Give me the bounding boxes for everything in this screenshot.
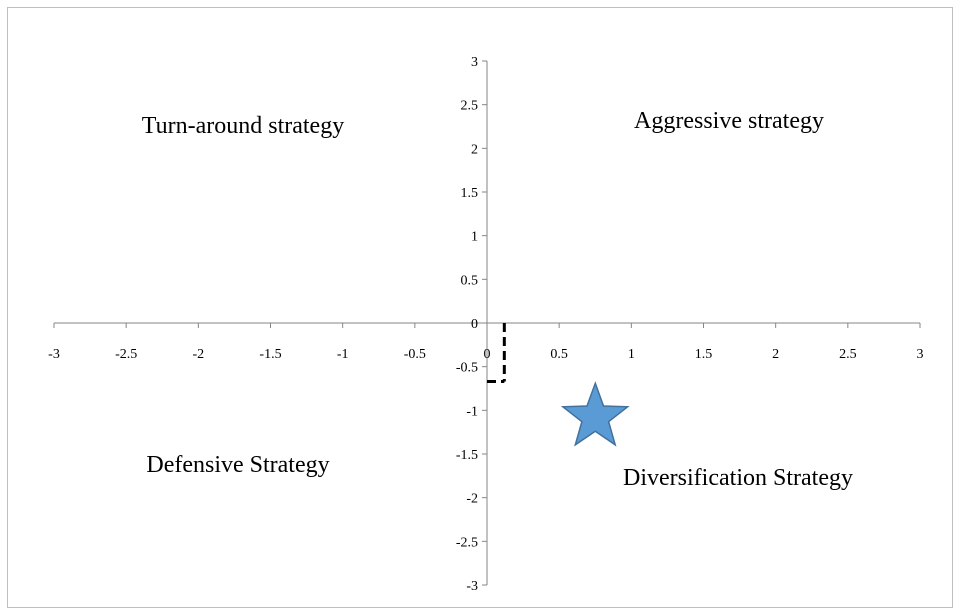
x-tick-label: 0.5 [550,347,568,362]
y-tick-label: 2 [471,142,478,157]
x-tick-label: -1.5 [259,347,281,362]
x-tick-label: -0.5 [404,347,426,362]
y-tick-label: -3 [466,579,478,594]
x-axis-ticks: -3 -2.5 -2 -1.5 -1 -0.5 0 0.5 1 1.5 2 2.5 3 [48,323,924,362]
y-tick-label: -2.5 [456,535,478,550]
position-guides [487,323,506,384]
x-tick-label: 3 [917,347,924,362]
y-tick-label: 0.5 [461,273,479,288]
x-tick-label: -3 [48,347,60,362]
quadrant-label-top-right: Aggressive strategy [634,108,824,134]
quadrant-label-bottom-left: Defensive Strategy [146,452,329,478]
y-tick-label: 0 [471,317,478,332]
y-tick-label: 2.5 [461,99,479,114]
y-axis-ticks: 3 2.5 2 1.5 1 0.5 0 -0.5 -1 -1.5 -2 -2.5 -3 [456,55,487,594]
x-tick-label: 2 [772,347,779,362]
quadrant-label-top-left: Turn-around strategy [142,113,344,139]
x-tick-label: -1 [337,347,349,362]
position-marker [560,381,630,447]
y-tick-label: -1 [466,404,478,419]
x-tick-label: -2 [192,347,204,362]
x-tick-label: 1.5 [695,347,713,362]
quadrant-label-bottom-right: Diversification Strategy [623,465,853,491]
star-icon [560,381,630,447]
x-tick-label: 1 [628,347,635,362]
chart-border [7,7,953,608]
x-tick-label: 0 [484,347,491,362]
x-tick-label: 2.5 [839,347,857,362]
y-tick-label: 1 [471,230,478,245]
y-tick-label: 3 [471,55,478,70]
y-tick-label: 1.5 [461,186,479,201]
y-tick-label: -2 [466,492,478,507]
y-tick-label: -1.5 [456,448,478,463]
x-tick-label: -2.5 [115,347,137,362]
y-tick-label: -0.5 [456,361,478,376]
